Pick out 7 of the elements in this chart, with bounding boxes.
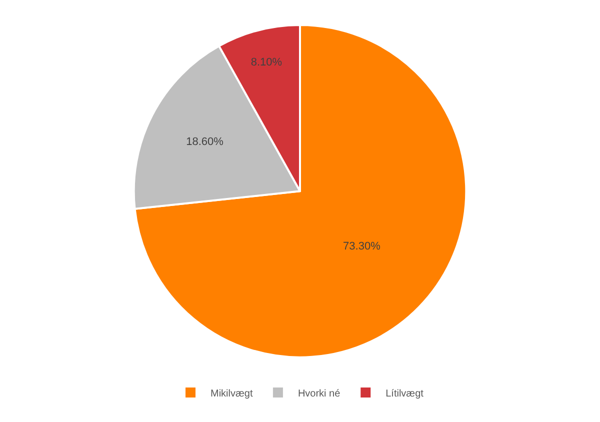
legend-label: Lítilvægt (386, 388, 424, 400)
legend-label: Mikilvægt (210, 388, 253, 400)
data-label: 73.30% (343, 240, 381, 253)
legend-label: Hvorki né (298, 388, 341, 400)
data-label: 18.60% (186, 136, 224, 148)
data-label: 8.10% (250, 56, 282, 69)
pie-slice (134, 24, 468, 358)
